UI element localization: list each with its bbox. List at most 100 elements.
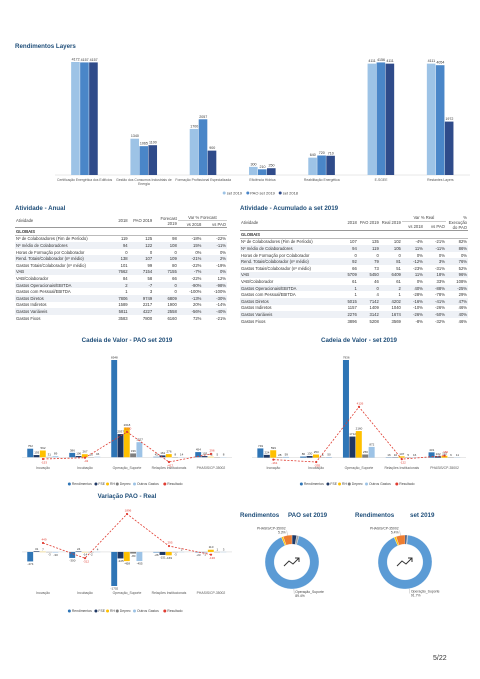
table-cell: 0: [153, 281, 178, 289]
data-label: 6: [450, 453, 452, 457]
table-cell: 1900: [167, 302, 177, 308]
data-label: 11: [456, 453, 459, 457]
legend-swatch: [326, 482, 330, 486]
data-label: 46: [96, 452, 100, 456]
table-cell: -26%: [401, 311, 424, 318]
table-cell: 107: [128, 255, 154, 263]
data-label: 7936: [343, 356, 350, 360]
slice-label: PHASIS/CP-35002: [257, 526, 286, 530]
bar: [81, 454, 88, 458]
table-cell: -40%: [202, 308, 227, 315]
data-label: 300: [251, 162, 257, 166]
table-cell: 2%: [202, 255, 227, 263]
x-tick-label: Restantes Layers: [427, 178, 454, 182]
data-label: 2057: [199, 115, 207, 119]
bar: [94, 456, 101, 458]
bar: [71, 62, 80, 175]
chart-subtitle: PAO set 2019: [288, 512, 328, 519]
bar: [306, 456, 313, 458]
legend-label: Rendimentos: [72, 609, 92, 613]
x-tick-label: Incubação: [308, 466, 325, 470]
data-label: -300: [69, 558, 75, 562]
bar: [159, 551, 166, 555]
bar: [349, 436, 356, 458]
data-label: -14: [83, 553, 88, 557]
data-label: -417: [167, 464, 173, 468]
bar: [355, 431, 362, 458]
data-label: -2: [90, 552, 93, 556]
bar: [52, 456, 59, 458]
table-cell: Gastos Totais/Colaborador (nº médio): [241, 265, 311, 271]
legend-swatch: [67, 609, 71, 613]
table-cell: Gastos Indiretos: [241, 305, 272, 311]
table-row: VAB/Colaborador 61 46 61 0% 33% 108%: [240, 278, 468, 285]
bar: [117, 434, 124, 458]
table-cell: 7806: [104, 295, 129, 302]
table-row: Gastos Variáveis 2276 3142 1674 -26% -50% 40%: [240, 311, 468, 318]
result-marker: [125, 430, 129, 433]
legend-label: Deprec: [120, 609, 131, 613]
data-label: 4157: [90, 58, 98, 62]
legend-label: Resultado: [167, 609, 182, 613]
x-tick-label: Gestão dos Consumos Industriais de Energ…: [116, 178, 172, 187]
table-cell: 58: [147, 276, 153, 282]
legend-label: FSE: [330, 482, 337, 486]
trend-icon-bg: [388, 545, 422, 579]
bar: [165, 454, 172, 458]
legend-swatch: [115, 609, 119, 613]
data-label: 2230: [125, 426, 132, 430]
x-tick-label: Operação_Suporte: [112, 591, 142, 595]
table-cell: -21%: [216, 315, 226, 321]
table-cell: Gastos Totais/Colaborador (nº médio): [16, 262, 86, 268]
result-marker: [83, 456, 87, 459]
table-cell: 51: [396, 265, 401, 271]
bar: [89, 62, 98, 175]
table-cell: Gastos Fixos: [16, 315, 41, 321]
data-label: 431: [429, 448, 434, 452]
table-cell: 98: [172, 236, 177, 242]
x-tick-label: Operação_Suporte: [344, 466, 374, 470]
legend-swatch: [163, 482, 167, 486]
data-label: 454: [196, 448, 201, 452]
legend-label: Resultado: [399, 482, 414, 486]
table-cell: -28%: [413, 292, 423, 298]
bar: [367, 63, 377, 175]
data-label: 4126: [357, 401, 364, 405]
bar: [368, 446, 375, 458]
data-label: -1702: [111, 587, 119, 591]
data-label: 710: [328, 151, 334, 155]
data-label: 5: [216, 453, 218, 457]
bar: [342, 360, 349, 458]
table-row: Gastos Diretos 7806 9749 6809 -13% -30%: [15, 295, 227, 302]
table-cell: Gastos com Pessoal/EBITDA: [241, 292, 296, 298]
data-label: 720: [319, 151, 325, 155]
chart-title: Rendimentos Layers: [15, 43, 76, 50]
table-cell: -21%: [435, 239, 445, 245]
data-label: 42: [155, 452, 159, 456]
table-cell: 2217: [142, 302, 153, 308]
x-tick-label: Incubação: [77, 591, 93, 595]
column-header: % Execução do PAO: [445, 214, 468, 232]
data-label: 161: [160, 451, 165, 455]
table-cell: 119: [120, 236, 128, 242]
table-cell: 109: [153, 255, 178, 263]
table-cell: -21%: [177, 255, 203, 263]
table-cell: -31%: [435, 265, 445, 271]
data-label: -151: [160, 555, 166, 559]
bar: [201, 456, 208, 458]
legend-swatch: [115, 482, 119, 486]
data-label: 640: [310, 153, 316, 157]
column-header: Atividade: [15, 214, 105, 229]
data-label: 1100: [149, 141, 157, 145]
table-cell: 2: [379, 284, 402, 292]
bar: [136, 551, 143, 562]
table-cell: 105: [379, 245, 402, 252]
bar: [283, 456, 290, 458]
table-cell: 66: [352, 265, 357, 271]
table-cell: 138: [104, 255, 129, 263]
trend-icon: [396, 557, 413, 567]
table-cell: 0%: [219, 249, 226, 255]
data-label: -169: [166, 556, 172, 560]
table-cell: 61: [396, 279, 401, 285]
data-label: 296: [209, 448, 214, 452]
